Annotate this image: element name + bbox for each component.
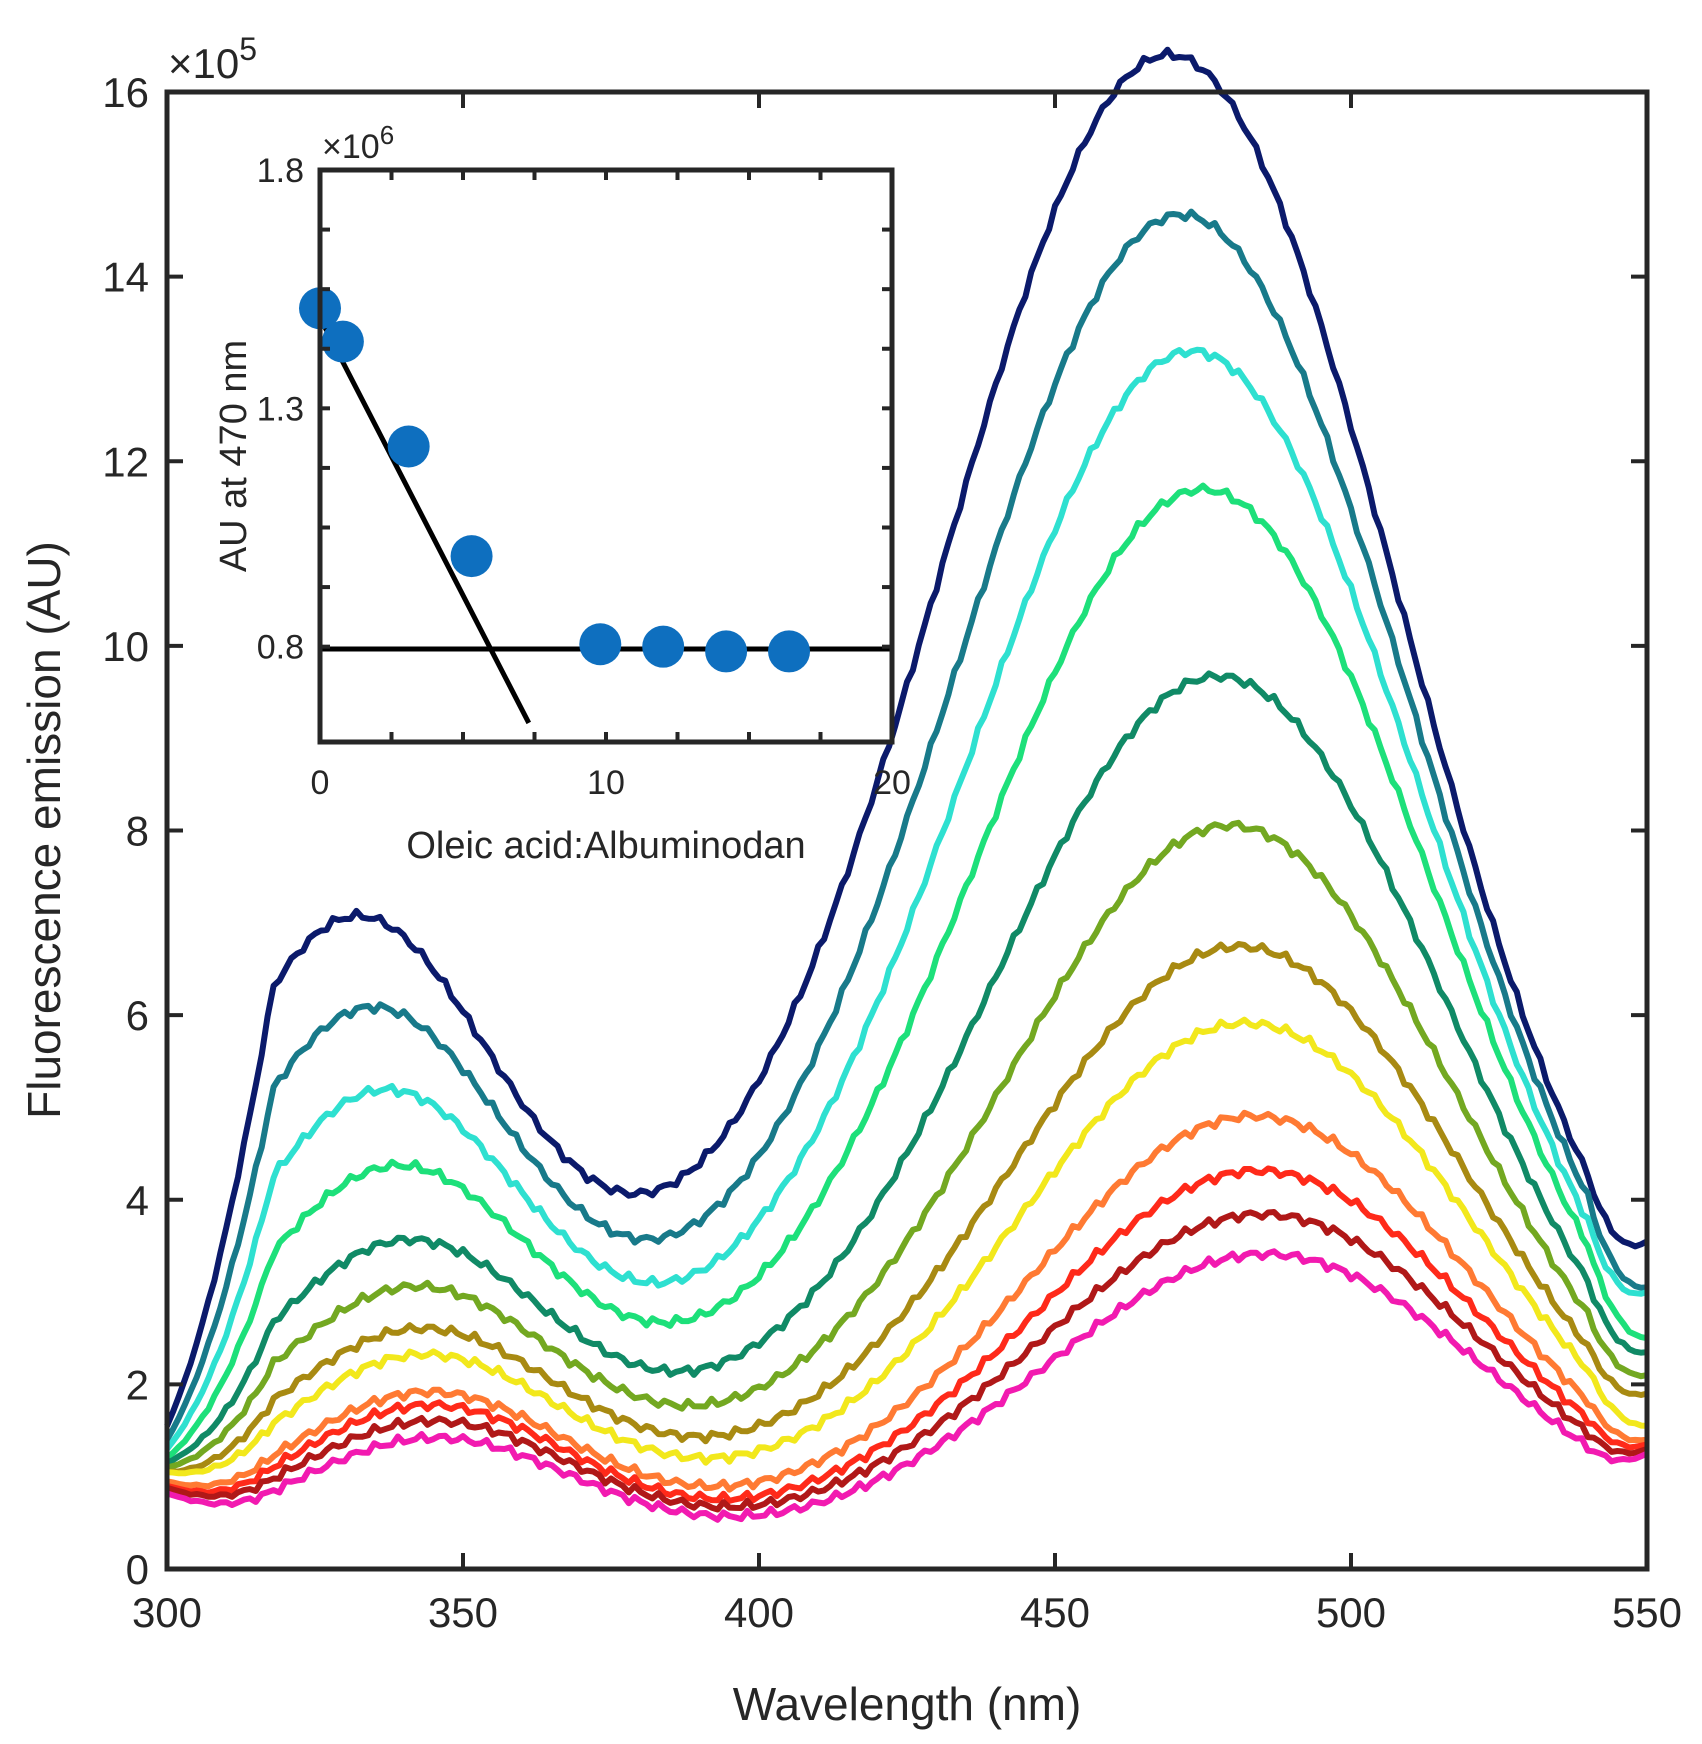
- series-line-s3: [164, 346, 1648, 1451]
- inset-data-point: [705, 630, 748, 673]
- series-line-s1: [164, 46, 1649, 1428]
- inset-x-axis-label: Oleic acid:Albuminodan: [406, 825, 805, 867]
- main-y-axis-label: Fluorescence emission (AU): [18, 541, 70, 1119]
- x-tick-label: 450: [1020, 1589, 1090, 1636]
- inset-data-point: [642, 625, 685, 668]
- inset-y-tick-label: 1.3: [257, 390, 304, 428]
- y-tick-label: 14: [102, 254, 149, 301]
- x-tick-label: 500: [1316, 1589, 1386, 1636]
- series-line-s5: [165, 670, 1648, 1466]
- y-tick-label: 2: [126, 1361, 149, 1408]
- inset-data-point: [321, 320, 364, 363]
- main-tick-labels: 300 350 400 450 500 550 0 2 4 6 8 10 12 14 16: [102, 69, 1682, 1636]
- y-tick-label: 8: [126, 808, 149, 855]
- inset-y-tick-label: 1.8: [257, 152, 304, 190]
- inset-data-point: [579, 623, 622, 666]
- main-y-multiplier: ×105: [168, 31, 257, 87]
- inset-y-tick-label: 0.8: [257, 629, 304, 667]
- main-x-axis-label: Wavelength (nm): [733, 1678, 1082, 1730]
- inset-fit-line: [317, 316, 532, 725]
- y-tick-label: 16: [102, 69, 149, 116]
- inset-x-tick-label: 10: [587, 764, 625, 802]
- inset-y-multiplier: ×106: [322, 120, 394, 166]
- series-line-s10: [166, 1165, 1648, 1504]
- main-series-lines: [164, 46, 1649, 1523]
- series-line-s12: [166, 1248, 1649, 1523]
- y-tick-label: 6: [126, 992, 149, 1039]
- x-tick-label: 300: [132, 1589, 202, 1636]
- x-tick-label: 400: [724, 1589, 794, 1636]
- series-line-s4: [164, 482, 1648, 1461]
- inset-tick-marks: [318, 168, 894, 742]
- inset-data-point: [387, 425, 430, 468]
- inset-x-tick-label: 20: [873, 764, 911, 802]
- main-tick-marks: [165, 90, 1649, 1571]
- y-tick-label: 10: [102, 623, 149, 670]
- x-tick-label: 550: [1612, 1589, 1682, 1636]
- series-line-s8: [166, 1016, 1648, 1477]
- series-line-s11: [166, 1209, 1648, 1513]
- series-line-s6: [166, 819, 1648, 1471]
- series-line-s9: [166, 1109, 1648, 1493]
- inset-data-point: [768, 630, 811, 673]
- inset-data-point: [450, 535, 493, 578]
- x-tick-label: 350: [428, 1589, 498, 1636]
- y-tick-label: 0: [126, 1546, 149, 1593]
- series-line-s2: [164, 208, 1648, 1442]
- inset-y-axis-label: AU at 470 nm: [213, 340, 255, 572]
- main-plot: 300 350 400 450 500 550 0 2 4 6 8 10 12 14 16 ×105 Wav…: [18, 31, 1682, 1730]
- inset-tick-labels: 0 10 20 0.8 1.3 1.8: [257, 152, 911, 802]
- series-line-s7: [166, 941, 1648, 1476]
- y-tick-label: 12: [102, 438, 149, 485]
- inset-x-tick-label: 0: [311, 764, 330, 802]
- inset-plot: 0 10 20 0.8 1.3 1.8 ×106 Oleic acid:Albuminod…: [213, 120, 911, 867]
- y-tick-label: 4: [126, 1177, 149, 1224]
